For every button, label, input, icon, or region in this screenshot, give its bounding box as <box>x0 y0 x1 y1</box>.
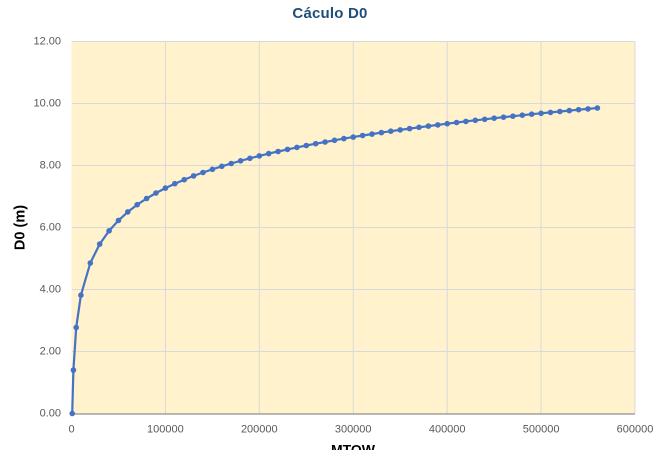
svg-text:4.00: 4.00 <box>40 284 61 296</box>
svg-text:8.00: 8.00 <box>40 160 61 172</box>
svg-text:300000: 300000 <box>335 424 372 436</box>
svg-text:500000: 500000 <box>523 424 560 436</box>
svg-text:6.00: 6.00 <box>40 222 61 234</box>
svg-text:0: 0 <box>68 424 74 436</box>
svg-text:2.00: 2.00 <box>40 346 61 358</box>
svg-text:12.00: 12.00 <box>33 36 61 48</box>
svg-text:Cáculo D0: Cáculo D0 <box>292 5 367 22</box>
svg-text:600000: 600000 <box>617 424 654 436</box>
svg-text:100000: 100000 <box>147 424 184 436</box>
svg-text:200000: 200000 <box>241 424 278 436</box>
svg-text:400000: 400000 <box>429 424 466 436</box>
svg-text:D0 (m): D0 (m) <box>12 205 28 250</box>
svg-text:10.00: 10.00 <box>33 98 61 110</box>
svg-text:MTOW: MTOW <box>331 442 376 450</box>
svg-text:0.00: 0.00 <box>40 408 61 420</box>
